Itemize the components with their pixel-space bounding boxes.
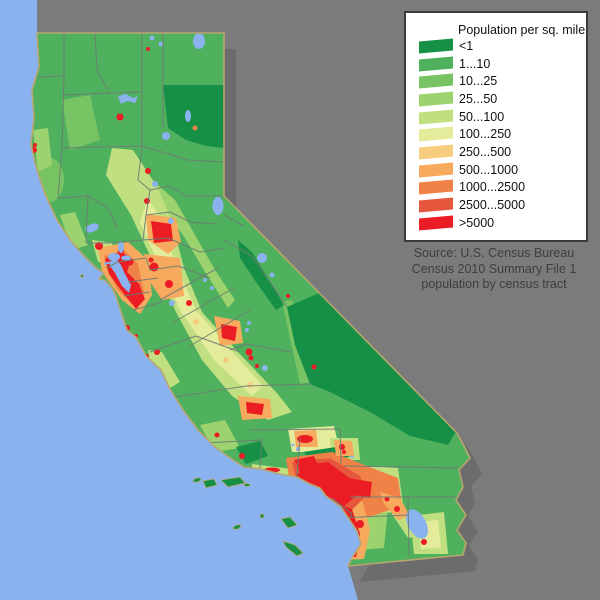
legend-row: <1 — [406, 37, 586, 55]
county-borders — [36, 33, 460, 556]
legend-row: 1...10 — [406, 55, 586, 73]
legend-swatch — [419, 197, 453, 213]
legend-row: 100...250 — [406, 125, 586, 143]
legend-row: 50...100 — [406, 108, 586, 126]
legend-label: 2500...5000 — [459, 198, 526, 213]
channel-islands — [80, 274, 304, 557]
legend-swatch — [419, 56, 453, 72]
legend-label: 1000...2500 — [459, 180, 526, 195]
sf-bay — [103, 253, 131, 293]
legend-label: 250...500 — [459, 144, 512, 159]
legend-title: Population per sq. mile — [458, 23, 586, 37]
source-note: Source: U.S. Census Bureau Census 2010 S… — [396, 246, 592, 293]
legend-label: 25...50 — [459, 91, 498, 106]
legend-row: 2500...5000 — [406, 196, 586, 214]
legend-row: 25...50 — [406, 90, 586, 108]
legend-swatch — [419, 91, 453, 107]
legend-swatch — [419, 144, 453, 160]
legend-label: 1...10 — [459, 56, 491, 71]
legend-swatch — [419, 38, 453, 54]
source-line-1: Source: U.S. Census Bureau — [413, 246, 575, 260]
legend-swatch — [419, 162, 453, 178]
legend-row: 500...1000 — [406, 161, 586, 179]
legend: Population per sq. mile <1 1...10 10...2… — [404, 11, 588, 242]
legend-label: 500...1000 — [459, 162, 519, 177]
legend-label: >5000 — [459, 215, 495, 230]
legend-swatch — [419, 109, 453, 125]
source-line-3: population by census tract — [421, 277, 567, 291]
legend-row: 1000...2500 — [406, 179, 586, 197]
legend-label: 50...100 — [459, 109, 505, 124]
legend-swatch — [419, 126, 453, 142]
lakes — [85, 33, 428, 539]
legend-swatch — [419, 179, 453, 195]
legend-row: 250...500 — [406, 143, 586, 161]
legend-row: >5000 — [406, 214, 586, 232]
legend-row: 10...25 — [406, 72, 586, 90]
legend-swatch — [419, 215, 453, 231]
legend-label: 100...250 — [459, 127, 512, 142]
legend-swatch — [419, 73, 453, 89]
density-regions — [31, 33, 460, 560]
legend-label: <1 — [459, 38, 474, 53]
legend-label: 10...25 — [459, 74, 498, 89]
source-line-2: Census 2010 Summary File 1 — [411, 261, 577, 276]
